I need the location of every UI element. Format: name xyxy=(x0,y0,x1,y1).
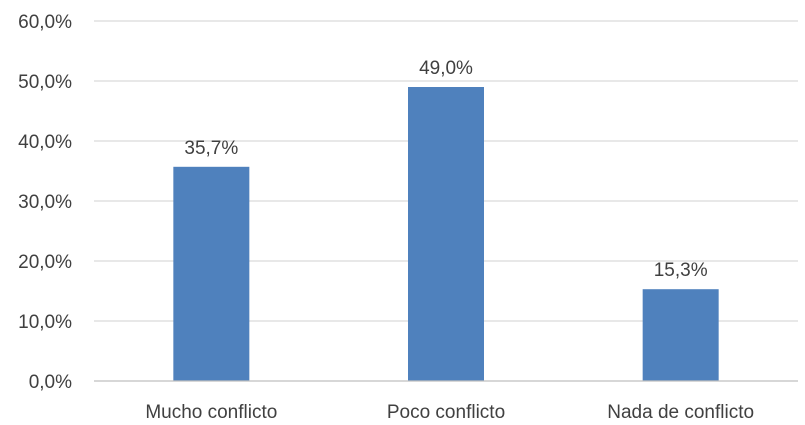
y-tick-label: 20,0% xyxy=(18,252,72,273)
x-category-label: Nada de conflicto xyxy=(607,402,754,423)
y-axis-tick-labels: 0,0% 10,0% 20,0% 30,0% 40,0% 50,0% 60,0% xyxy=(18,12,72,393)
data-label: 49,0% xyxy=(419,58,473,79)
bar xyxy=(642,289,719,381)
y-tick-label: 40,0% xyxy=(18,132,72,153)
bar xyxy=(408,87,484,381)
y-tick-label: 60,0% xyxy=(18,12,72,33)
data-labels: 35,7% 49,0% 15,3% xyxy=(184,58,707,281)
y-tick-label: 30,0% xyxy=(18,192,72,213)
data-label: 15,3% xyxy=(654,260,708,281)
y-tick-label: 50,0% xyxy=(18,72,72,93)
data-label: 35,7% xyxy=(184,138,238,159)
x-axis-category-labels: Mucho conflicto Poco conflicto Nada de con… xyxy=(145,402,754,423)
y-tick-label: 10,0% xyxy=(18,312,72,333)
y-tick-label: 0,0% xyxy=(29,372,72,393)
x-category-label: Mucho conflicto xyxy=(145,402,277,423)
x-category-label: Poco conflicto xyxy=(387,402,505,423)
bar xyxy=(173,166,250,381)
bars xyxy=(173,87,719,381)
